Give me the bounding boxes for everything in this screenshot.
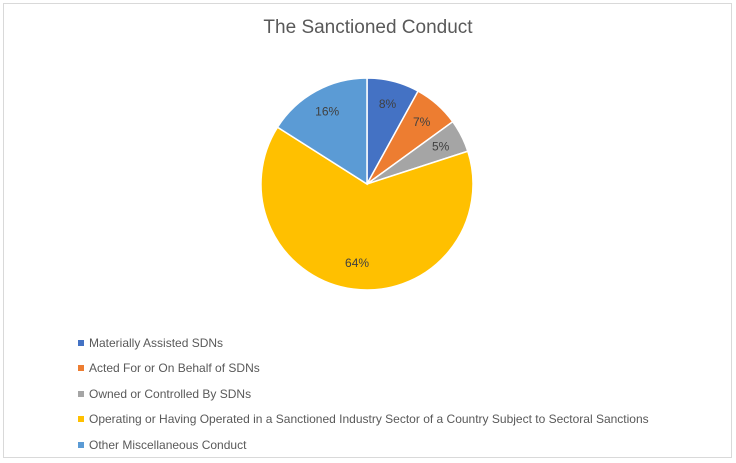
legend-swatch-icon [78,416,84,423]
pie-slice [276,77,368,186]
legend-label: Owned or Controlled By SDNs [89,386,252,401]
chart-title: The Sanctioned Conduct [263,17,473,38]
slice-label: 7% [413,115,431,129]
legend-swatch-icon [78,365,84,372]
legend-swatch-icon [78,441,84,448]
legend-swatch-icon [78,390,84,397]
slice-label: 5% [432,139,450,153]
legend-item: Materially Assisted SDNs [78,330,649,356]
legend-label: Acted For or On Behalf of SDNs [89,361,260,376]
legend-label: Other Miscellaneous Conduct [89,437,247,452]
slice-label: 64% [345,256,369,270]
pie-slice [260,126,474,291]
legend: Materially Assisted SDNs Acted For or On… [78,330,649,458]
legend-item: Operating or Having Operated in a Sancti… [78,407,649,433]
legend-label: Operating or Having Operated in a Sancti… [89,412,649,427]
legend-item: Acted For or On Behalf of SDNs [78,356,649,382]
legend-item: Owned or Controlled By SDNs [78,381,649,407]
legend-item: Other Miscellaneous Conduct [78,432,649,458]
legend-label: Materially Assisted SDNs [89,335,224,350]
slice-label: 8% [379,97,397,111]
slice-label: 16% [315,105,339,119]
legend-swatch-icon [78,339,84,346]
